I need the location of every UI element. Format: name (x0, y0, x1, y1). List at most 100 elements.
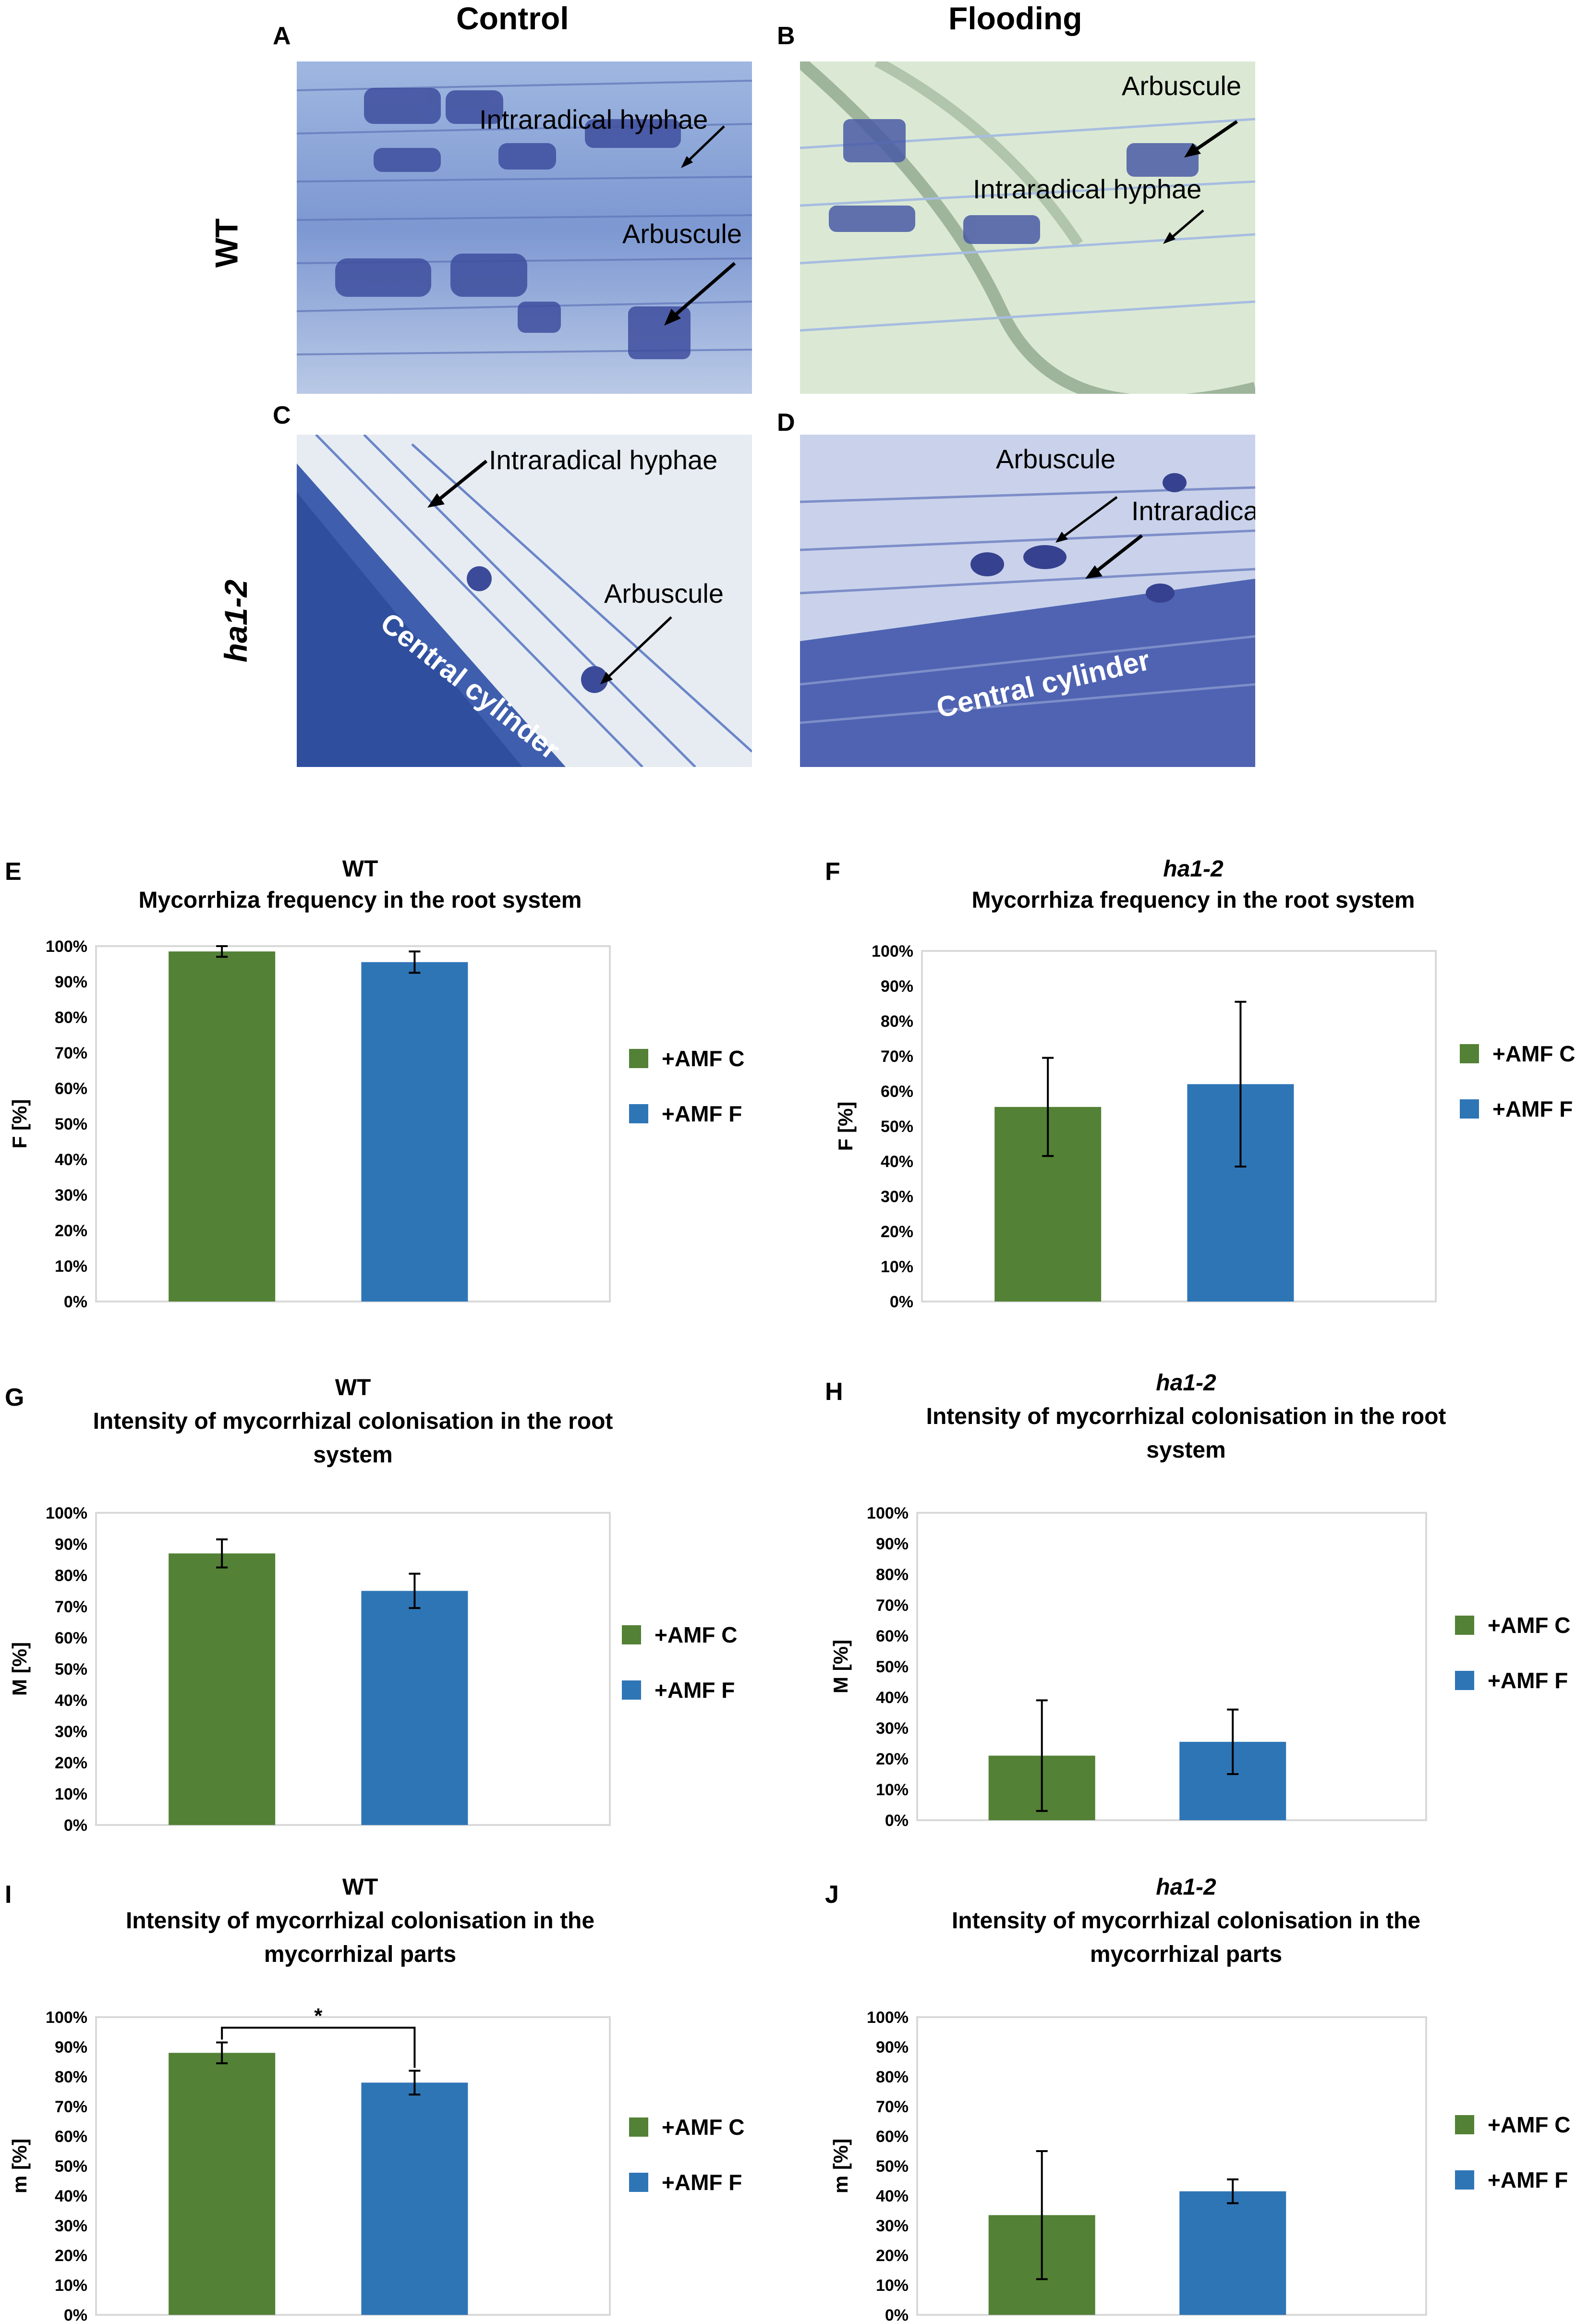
chart-subject-title: ha1-2 (1163, 856, 1224, 882)
chart-subject-title: ha1-2 (1156, 1370, 1216, 1396)
y-axis-label: M [%] (829, 1640, 852, 1693)
chart-title-line: Intensity of mycorrhizal colonisation in… (93, 1409, 613, 1434)
panel-letter-e: E (5, 858, 22, 886)
legend-swatch-amf-f (629, 2173, 648, 2192)
legend-label-amf-c: +AMF C (655, 1622, 738, 1647)
label-intraradical-hyphae-a: Intraradical hyphae (479, 104, 708, 134)
y-tick-label: 40% (55, 2187, 87, 2205)
error-bar (1227, 1708, 1239, 1775)
y-tick-label: 30% (55, 1186, 87, 1205)
y-tick-label: 70% (55, 2098, 87, 2116)
chart-g: WT Intensity of mycorrhizal colonisation … (8, 1375, 738, 1835)
label-intraradical-hyphae-d: Intraradical hyphae (1131, 496, 1255, 526)
chart-subject-title: ha1-2 (1156, 1874, 1216, 1900)
y-tick-label: 10% (55, 2276, 87, 2295)
chart-h: ha1-2 Intensity of mycorrhizal colonisati… (829, 1370, 1571, 1830)
y-tick-label: 0% (64, 1293, 87, 1311)
label-intraradical-hyphae-c: Intraradical hyphae (489, 445, 717, 475)
y-tick-label: 100% (46, 1504, 87, 1522)
error-bar (1227, 2178, 1239, 2204)
chart-title-line: Intensity of mycorrhizal colonisation in… (926, 1404, 1446, 1429)
panel-letter-g: G (5, 1384, 24, 1411)
y-tick-label: 50% (55, 1115, 87, 1133)
legend-label-amf-c: +AMF C (662, 2115, 745, 2140)
error-bar (1042, 1057, 1054, 1157)
micrograph-c: Intraradical hyphae Arbuscule Central cy… (297, 435, 752, 767)
y-tick-label: 40% (55, 1691, 87, 1710)
error-bar (216, 1538, 228, 1569)
bar-amf-f (361, 962, 468, 1302)
y-tick-label: 80% (55, 1009, 87, 1027)
legend-label-amf-f: +AMF F (1488, 2167, 1568, 2192)
y-tick-label: 30% (876, 2217, 909, 2235)
bar-amf-c (169, 1553, 276, 1825)
error-bar (216, 2041, 228, 2065)
label-intraradical-hyphae-b: Intraradical hyphae (973, 174, 1201, 204)
y-tick-label: 100% (872, 942, 913, 961)
y-tick-label: 60% (876, 1627, 909, 1645)
y-tick-label: 70% (55, 1044, 87, 1062)
panel-letter-a: A (273, 22, 291, 50)
bar-amf-f (1179, 2191, 1286, 2315)
chart-f: ha1-2 Mycorrhiza frequency in the root sy… (834, 856, 1576, 1311)
error-bar (1036, 1699, 1048, 1812)
y-tick-label: 70% (881, 1047, 913, 1066)
label-arbuscule-a: Arbuscule (622, 219, 742, 249)
legend-swatch-amf-c (629, 2117, 648, 2137)
label-arbuscule-b: Arbuscule (1122, 71, 1241, 101)
legend-label-amf-c: +AMF C (1488, 1613, 1571, 1638)
y-tick-label: 10% (876, 1781, 909, 1799)
y-tick-label: 90% (55, 1535, 87, 1554)
micrograph-d: Arbuscule Intraradical hyphae Central cy… (800, 435, 1255, 767)
panel-letter-c: C (273, 402, 291, 429)
y-tick-label: 0% (885, 1812, 909, 1830)
y-tick-label: 60% (55, 2128, 87, 2146)
legend-label-amf-c: +AMF C (1488, 2112, 1571, 2137)
y-tick-label: 50% (876, 1658, 909, 1676)
y-tick-label: 90% (55, 973, 87, 991)
y-tick-label: 100% (46, 937, 87, 956)
y-tick-label: 80% (55, 1567, 87, 1585)
y-tick-label: 80% (55, 2068, 87, 2086)
y-tick-label: 90% (881, 977, 913, 996)
chart-title-line: system (313, 1442, 392, 1468)
y-tick-label: 0% (64, 2306, 87, 2324)
bar-amf-c (169, 2053, 276, 2315)
y-tick-label: 40% (876, 2187, 909, 2205)
legend-swatch-amf-f (629, 1104, 648, 1123)
y-tick-label: 40% (876, 1689, 909, 1707)
y-tick-label: 70% (876, 2098, 909, 2116)
y-tick-label: 60% (55, 1629, 87, 1647)
y-tick-label: 20% (55, 1754, 87, 1772)
panel-letter-f: F (825, 858, 840, 886)
error-bar (409, 1572, 421, 1609)
y-tick-label: 60% (876, 2128, 909, 2146)
legend-swatch-amf-c (1455, 1616, 1474, 1635)
bar-amf-f (361, 2082, 468, 2315)
legend-label-amf-f: +AMF F (662, 2170, 742, 2195)
panel-letter-h: H (825, 1378, 843, 1406)
y-axis-label: m [%] (8, 2139, 31, 2193)
label-arbuscule-c: Arbuscule (604, 578, 724, 608)
significance-marker: * (314, 2004, 323, 2028)
legend-swatch-amf-c (629, 1049, 648, 1068)
y-tick-label: 30% (881, 1188, 913, 1206)
legend-swatch-amf-c (1460, 1044, 1479, 1063)
row-header-ha1-2: ha1-2 (218, 579, 254, 663)
micrograph-a: Intraradical hyphae Arbuscule (297, 61, 752, 394)
y-tick-label: 20% (55, 1222, 87, 1240)
legend-swatch-amf-f (1460, 1099, 1479, 1119)
y-tick-label: 90% (876, 2038, 909, 2056)
legend-label-amf-f: +AMF F (655, 1678, 735, 1703)
error-bar (216, 945, 228, 958)
chart-title-line: Intensity of mycorrhizal colonisation in… (952, 1908, 1420, 1934)
y-axis-label: F [%] (834, 1102, 857, 1151)
y-tick-label: 0% (890, 1293, 913, 1311)
column-header-flooding: Flooding (948, 0, 1082, 36)
y-tick-label: 0% (64, 1816, 87, 1835)
chart-j: ha1-2 Intensity of mycorrhizal colonisati… (829, 1874, 1571, 2324)
y-tick-label: 20% (881, 1223, 913, 1241)
error-bar (1235, 1000, 1247, 1168)
y-tick-label: 0% (885, 2306, 909, 2324)
y-tick-label: 20% (876, 2247, 909, 2265)
